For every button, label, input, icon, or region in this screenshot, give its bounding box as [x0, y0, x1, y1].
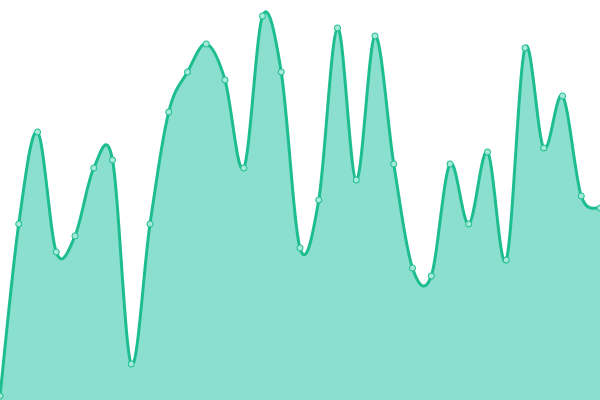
data-point-3 [52, 248, 60, 256]
data-point-2 [34, 128, 41, 136]
data-point-7 [127, 360, 135, 368]
data-point-4 [71, 232, 79, 240]
data-point-23 [427, 272, 435, 280]
data-point-25 [465, 220, 473, 228]
data-point-32 [596, 204, 600, 212]
data-point-18 [334, 24, 341, 32]
data-point-11 [202, 40, 210, 48]
data-point-14 [259, 12, 266, 20]
data-point-17 [315, 196, 323, 204]
data-point-20 [371, 32, 379, 40]
data-point-9 [165, 108, 173, 116]
data-point-0 [0, 392, 4, 400]
data-point-6 [109, 156, 116, 164]
data-point-markers [0, 12, 600, 400]
data-point-13 [240, 164, 248, 172]
data-point-15 [277, 68, 285, 76]
data-point-21 [390, 160, 398, 168]
data-point-8 [146, 220, 154, 228]
data-point-16 [296, 244, 304, 252]
data-point-12 [221, 76, 229, 84]
data-point-5 [90, 164, 98, 172]
data-point-29 [540, 144, 548, 152]
data-point-24 [446, 160, 454, 168]
data-point-10 [184, 68, 191, 76]
series-area-fill [0, 11, 600, 400]
data-point-19 [352, 176, 360, 184]
data-point-22 [409, 264, 416, 272]
data-point-30 [559, 92, 566, 100]
data-point-1 [15, 220, 23, 228]
data-point-28 [521, 44, 529, 52]
data-point-26 [484, 148, 491, 156]
data-point-27 [502, 256, 510, 264]
series-line [0, 10, 600, 397]
data-point-31 [577, 192, 585, 200]
